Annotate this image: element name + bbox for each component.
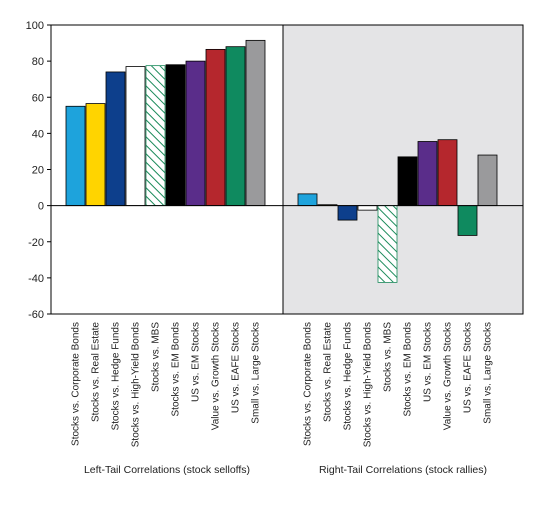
y-tick-label: 20 [32,165,44,177]
bar-right-10 [477,154,498,207]
bar-right-3 [337,205,358,221]
category-label: US vs. EM Stocks [423,322,434,402]
y-tick-label: -20 [28,237,44,249]
category-label: Stocks vs. Corporate Bonds [71,322,82,446]
category-label: Value vs. Growth Stocks [211,322,222,430]
bar-left-5 [145,65,166,207]
category-label: Stocks vs. Real Estate [91,322,102,422]
category-label: Small vs. Large Stocks [251,322,262,424]
y-tick-label: -60 [28,309,44,321]
bar-left-7 [185,60,206,207]
bar-left-2 [85,103,106,207]
bar-left-1 [65,105,86,207]
bars-layer [65,39,498,283]
y-tick-label: 40 [32,128,44,140]
y-tick-label: 0 [38,201,44,213]
bar-right-4 [357,205,378,211]
y-tick-label: 60 [32,92,44,104]
bar-left-6 [165,64,186,207]
bar-left-10 [245,39,266,207]
category-label: Stocks vs. Corporate Bonds [303,322,314,446]
category-label: Stocks vs. High-Yield Bonds [131,322,142,447]
group-label-left: Left-Tail Correlations (stock selloffs) [84,464,250,476]
bar-right-6 [397,156,418,207]
y-tick-label: 80 [32,56,44,68]
category-label: Stocks vs. EM Bonds [171,322,182,416]
bar-right-1 [297,193,318,207]
bar-left-8 [205,48,226,207]
bar-left-4 [125,66,146,207]
bar-right-7 [417,141,438,207]
category-label: Stocks vs. MBS [151,322,162,392]
category-label: Value vs. Growth Stocks [443,322,454,430]
y-tick-label: 100 [26,20,44,32]
bar-left-3 [105,71,126,207]
bar-right-9 [457,205,478,236]
bar-right-8 [437,139,458,207]
labels-layer: Stocks vs. Corporate Bonds Stocks vs. Rea… [26,20,494,476]
bar-left-9 [225,46,246,207]
category-label: Stocks vs. Hedge Funds [343,322,354,430]
category-label: Stocks vs. High-Yield Bonds [363,322,374,447]
group-label-right: Right-Tail Correlations (stock rallies) [319,464,487,476]
y-tick-label: -40 [28,273,44,285]
category-label: US vs. EAFE Stocks [231,322,242,413]
category-label: US vs. EAFE Stocks [463,322,474,413]
bar-right-5 [377,205,398,283]
category-label: Stocks vs. Real Estate [323,322,334,422]
category-label: Stocks vs. Hedge Funds [111,322,122,430]
axes-layer [47,24,524,315]
category-label: Small vs. Large Stocks [483,322,494,424]
category-label: Stocks vs. MBS [383,322,394,392]
category-label: US vs. EM Stocks [191,322,202,402]
category-label: Stocks vs. EM Bonds [403,322,414,416]
